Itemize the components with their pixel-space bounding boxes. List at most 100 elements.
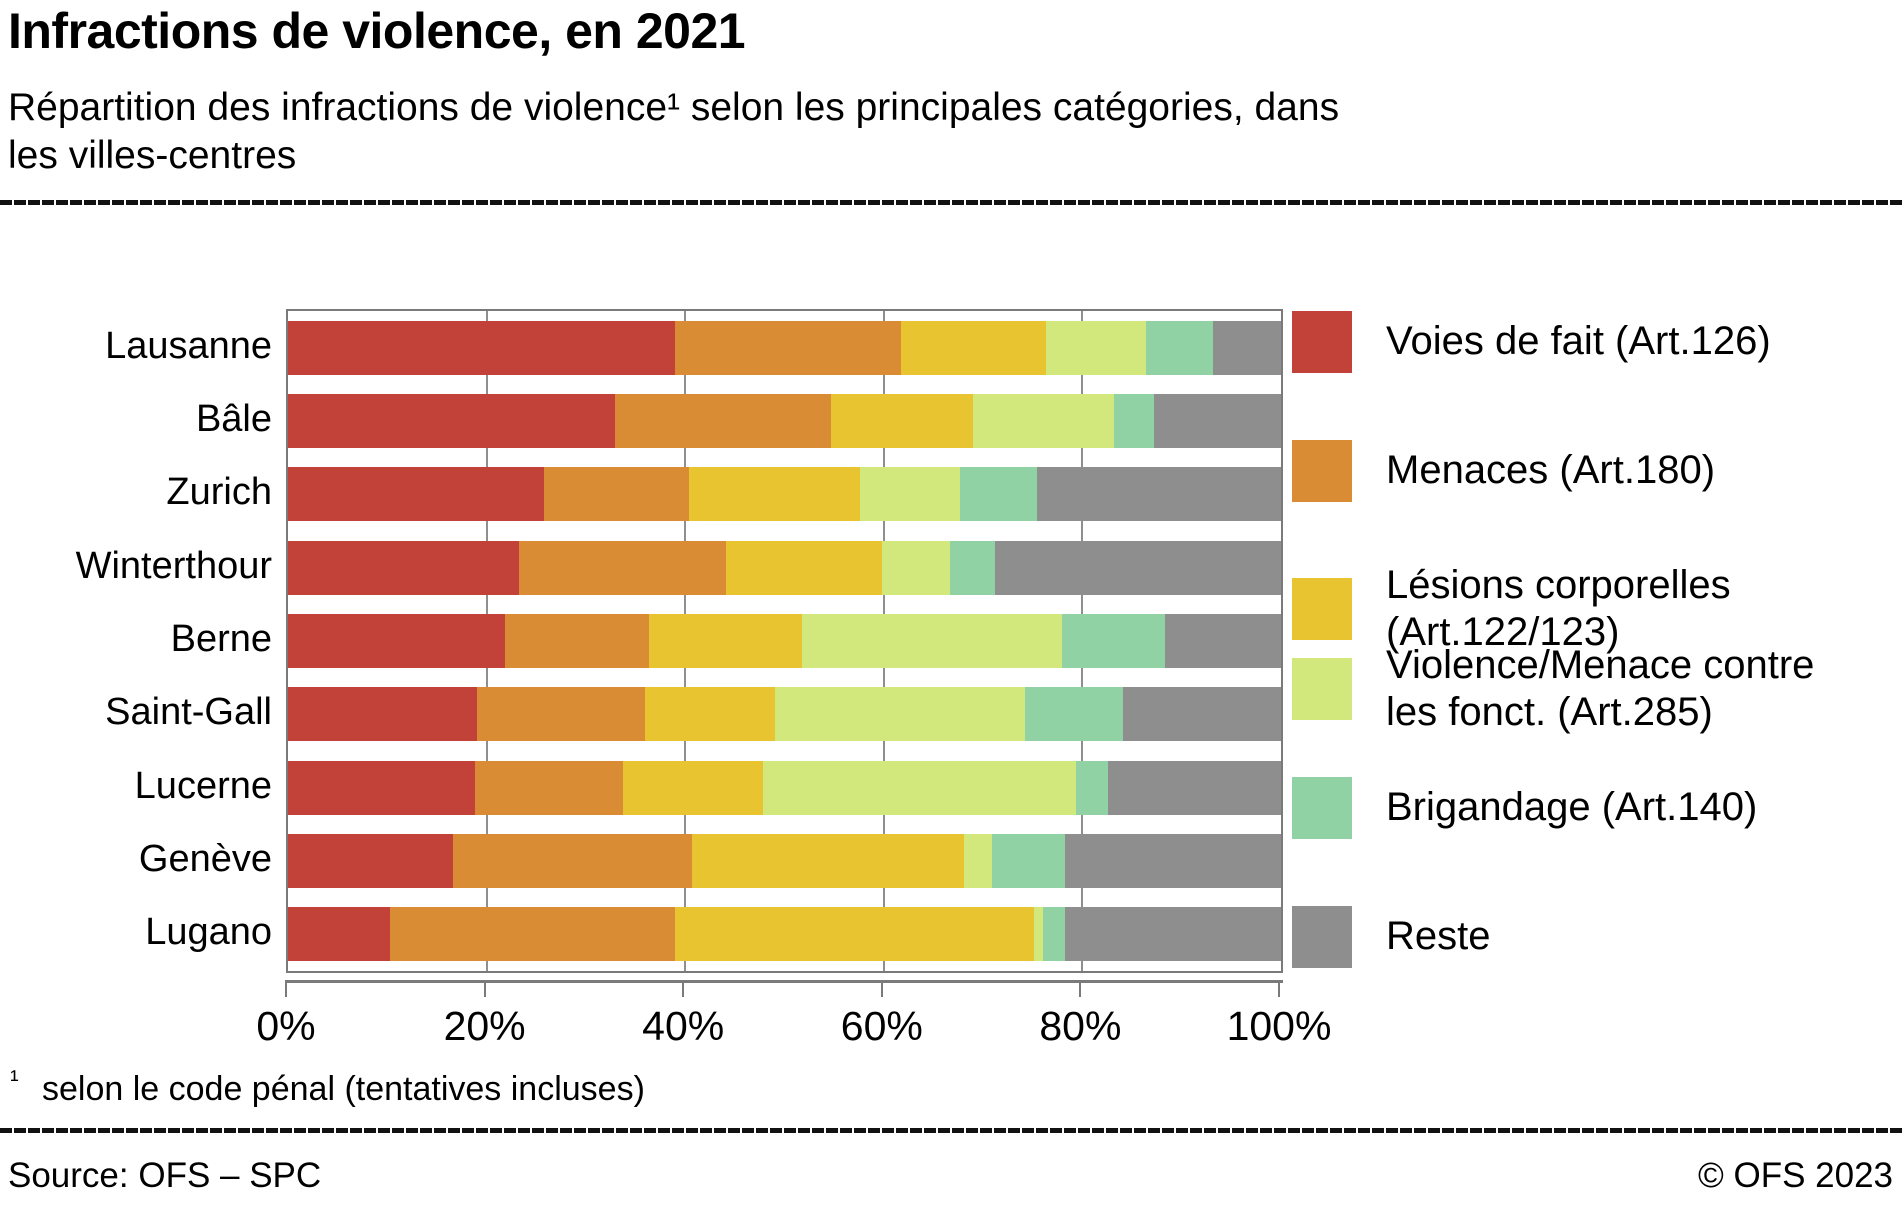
bar-segment bbox=[1123, 687, 1281, 742]
x-tick-label: 100% bbox=[1226, 1003, 1332, 1049]
bar-segment bbox=[675, 320, 901, 375]
x-tick bbox=[682, 980, 685, 997]
x-tick bbox=[1079, 980, 1082, 997]
row-label: Lugano bbox=[145, 911, 272, 954]
bar-segment bbox=[614, 394, 832, 448]
bar-row bbox=[288, 907, 1281, 962]
row-label: Saint-Gall bbox=[105, 691, 272, 734]
legend-item: Reste bbox=[1292, 906, 1866, 968]
bar-segment bbox=[675, 907, 1034, 962]
bar-segment bbox=[1108, 760, 1281, 815]
row-label: Lausanne bbox=[105, 324, 272, 367]
bar-segment bbox=[1213, 320, 1281, 375]
legend-label: Voies de fait (Art.126) bbox=[1386, 319, 1771, 364]
bar-segment bbox=[960, 467, 1037, 522]
bar-segment bbox=[1036, 467, 1281, 522]
bar-segment bbox=[288, 394, 615, 448]
bar-segment bbox=[692, 834, 965, 888]
legend-label: Reste bbox=[1386, 914, 1491, 959]
bar-segment bbox=[1114, 394, 1154, 448]
x-tick-label: 60% bbox=[840, 1003, 923, 1049]
bar-segment bbox=[964, 834, 993, 888]
x-tick-label: 0% bbox=[256, 1003, 316, 1049]
bar-segment bbox=[288, 614, 506, 668]
bar-segment bbox=[390, 907, 676, 962]
bar-segment bbox=[519, 540, 726, 595]
x-tick bbox=[285, 980, 287, 997]
x-tick bbox=[880, 980, 883, 997]
bar-segment bbox=[452, 834, 693, 888]
bar-segment bbox=[1061, 614, 1165, 668]
legend-swatch bbox=[1292, 311, 1352, 373]
bar-segment bbox=[900, 320, 1046, 375]
header-divider bbox=[0, 200, 1903, 205]
legend-swatch bbox=[1292, 658, 1352, 721]
bar-row bbox=[288, 394, 1281, 448]
bar-segment bbox=[950, 540, 995, 595]
legend-item: Menaces (Art.180) bbox=[1292, 440, 1866, 502]
row-label: Zurich bbox=[166, 471, 272, 514]
x-tick-label: 80% bbox=[1039, 1003, 1122, 1049]
legend-swatch bbox=[1292, 578, 1352, 641]
row-label: Bâle bbox=[195, 398, 272, 440]
row-label: Genève bbox=[138, 838, 272, 880]
bar-segment bbox=[774, 687, 1025, 742]
bar-segment bbox=[1164, 614, 1281, 668]
bar-segment bbox=[288, 320, 676, 375]
bar-segment bbox=[288, 687, 477, 742]
bar-segment bbox=[1024, 687, 1124, 742]
bar-segment bbox=[474, 760, 623, 815]
legend-label: Menaces (Art.180) bbox=[1386, 448, 1716, 493]
bar-segment bbox=[544, 467, 690, 522]
bar-segment bbox=[288, 760, 475, 815]
plot-area bbox=[286, 309, 1283, 973]
x-tick bbox=[1278, 980, 1280, 997]
legend-swatch bbox=[1292, 906, 1352, 968]
bar-segment bbox=[288, 540, 520, 595]
bar-row bbox=[288, 320, 1281, 375]
source-text: Source: OFS – SPC bbox=[8, 1156, 322, 1195]
row-label: Lucerne bbox=[134, 764, 272, 807]
footer-divider bbox=[0, 1128, 1903, 1133]
bar-segment bbox=[1065, 907, 1281, 962]
bar-segment bbox=[973, 394, 1115, 448]
copyright-text: © OFS 2023 bbox=[1697, 1156, 1893, 1195]
bar-row bbox=[288, 834, 1281, 888]
bar-segment bbox=[288, 907, 391, 962]
legend-item: Voies de fait (Art.126) bbox=[1292, 311, 1866, 373]
bar-segment bbox=[1076, 760, 1109, 815]
x-tick-label: 40% bbox=[642, 1003, 725, 1049]
footnote-marker: ¹ bbox=[10, 1064, 19, 1094]
row-label: Berne bbox=[170, 618, 272, 660]
x-tick bbox=[483, 980, 486, 997]
legend-swatch bbox=[1292, 440, 1352, 502]
legend-item: Lésions corporelles (Art.122/123) bbox=[1292, 562, 1866, 656]
legend-item: Violence/Menace contre les fonct. (Art.2… bbox=[1292, 642, 1866, 736]
row-label: Winterthour bbox=[75, 544, 272, 587]
legend-swatch bbox=[1292, 777, 1352, 839]
bar-segment bbox=[645, 687, 775, 742]
bar-row bbox=[288, 687, 1281, 742]
bar-row bbox=[288, 614, 1281, 668]
bar-segment bbox=[1045, 320, 1146, 375]
bar-segment bbox=[881, 540, 951, 595]
bar-segment bbox=[288, 834, 453, 888]
bar-segment bbox=[1145, 320, 1214, 375]
bar-row bbox=[288, 760, 1281, 815]
x-axis-line bbox=[286, 980, 1283, 983]
legend-label: Brigandage (Art.140) bbox=[1386, 785, 1758, 830]
bar-segment bbox=[505, 614, 650, 668]
bar-segment bbox=[859, 467, 961, 522]
bar-segment bbox=[992, 834, 1066, 888]
footnote-text: selon le code pénal (tentatives incluses… bbox=[42, 1070, 645, 1108]
bar-segment bbox=[725, 540, 882, 595]
bar-segment bbox=[994, 540, 1281, 595]
bar-row bbox=[288, 467, 1281, 522]
bar-segment bbox=[1153, 394, 1281, 448]
bar-row bbox=[288, 540, 1281, 595]
bar-segment bbox=[1042, 907, 1066, 962]
page-title: Infractions de violence, en 2021 bbox=[8, 3, 746, 59]
bar-segment bbox=[649, 614, 803, 668]
legend-label: Violence/Menace contre les fonct. (Art.2… bbox=[1386, 643, 1815, 735]
